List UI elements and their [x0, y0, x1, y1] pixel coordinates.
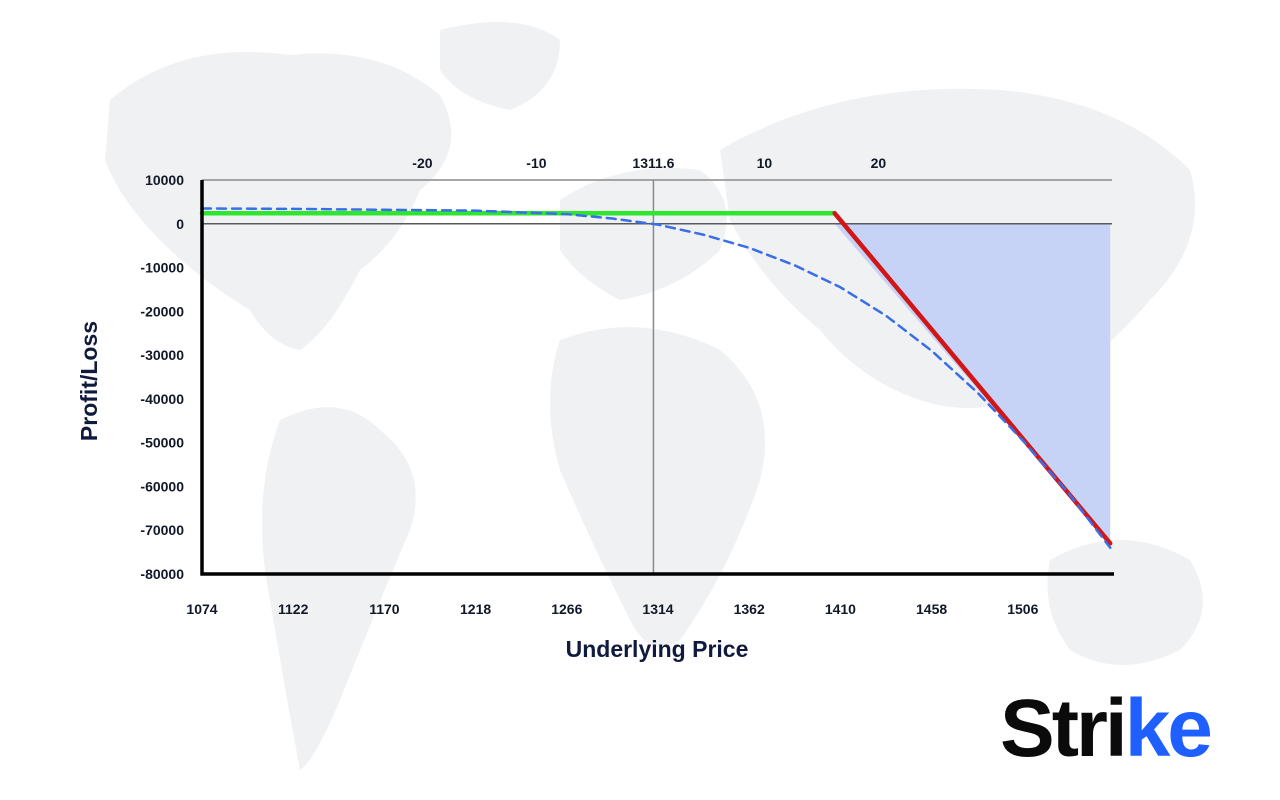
y-tick-label: -30000 [140, 347, 184, 363]
y-tick-label: -20000 [140, 303, 184, 319]
loss-area [834, 223, 1111, 544]
x-axis-title: Underlying Price [566, 636, 749, 662]
y-tick-label: -60000 [140, 478, 184, 494]
y-axis-title: Profit/Loss [76, 321, 102, 441]
x-tick-label: 1266 [551, 601, 582, 617]
y-tick-label: 10000 [145, 172, 184, 188]
x-tick-label: 1506 [1007, 601, 1038, 617]
x-tick-label: 1218 [460, 601, 491, 617]
x-tick-label: 1122 [278, 601, 309, 617]
top-tick-label: 20 [871, 155, 887, 171]
x-tick-label: 1074 [186, 601, 217, 617]
tick-labels: 1074 1122 1170 1218 1266 1314 1362 1410 1458 1506… [140, 155, 1038, 617]
expiry-curve [200, 207, 1112, 549]
top-tick-label: -20 [412, 155, 432, 171]
y-tick-label: -40000 [140, 391, 184, 407]
australia-shape [1047, 540, 1203, 665]
y-tick-label: -70000 [140, 522, 184, 538]
plot-area [199, 179, 1114, 576]
europe-shape [560, 168, 727, 300]
strike-logo: Strike [1000, 688, 1213, 770]
north-america-shape [105, 52, 452, 350]
x-tick-label: 1410 [825, 601, 856, 617]
x-tick-label: 1458 [916, 601, 947, 617]
x-tick-label: 1362 [734, 601, 765, 617]
x-tick-label: 1170 [369, 601, 400, 617]
logo-text-accent: ke [1124, 683, 1213, 774]
y-tick-label: -10000 [140, 260, 184, 276]
greenland-shape [440, 22, 560, 110]
top-tick-label: -10 [526, 155, 546, 171]
y-tick-label: -50000 [140, 435, 184, 451]
y-tick-label: -80000 [140, 566, 184, 582]
top-tick-label: 1311.6 [632, 155, 674, 171]
y-tick-label: 0 [176, 216, 184, 232]
x-tick-label: 1314 [642, 601, 673, 617]
logo-text-main: Stri [1000, 683, 1128, 774]
top-tick-label: 10 [757, 155, 773, 171]
africa-shape [550, 327, 765, 647]
south-america-shape [262, 407, 416, 770]
